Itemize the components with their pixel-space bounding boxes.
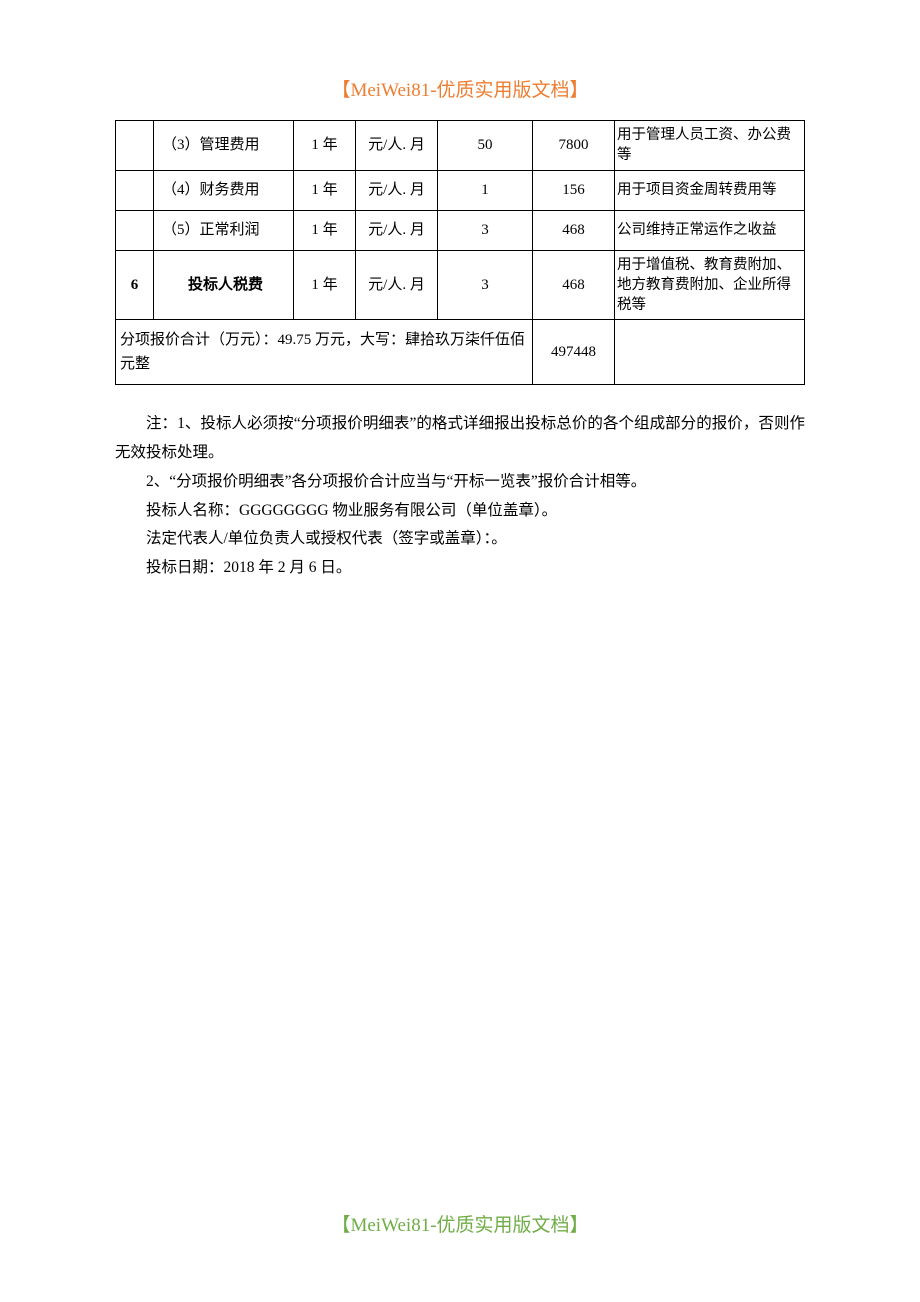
cell-index (116, 210, 154, 250)
cell-unit: 元/人. 月 (356, 210, 438, 250)
cell-total-label: 分项报价合计（万元）：49.75 万元，大写：肆拾玖万柒仟伍佰元整 (116, 320, 533, 385)
cell-item: （4）财务费用 (154, 170, 294, 210)
cell-desc: 用于项目资金周转费用等 (615, 170, 805, 210)
cell-item: 投标人税费 (154, 250, 294, 320)
cell-amount: 468 (533, 210, 615, 250)
cell-period: 1 年 (294, 121, 356, 171)
cell-unit: 元/人. 月 (356, 121, 438, 171)
note-line: 投标日期：2018 年 2 月 6 日。 (115, 554, 805, 583)
note-line: 注：1、投标人必须按“分项报价明细表”的格式详细报出投标总价的各个组成部分的报价… (115, 410, 805, 467)
cell-index (116, 170, 154, 210)
cell-index: 6 (116, 250, 154, 320)
table-row: （5）正常利润 1 年 元/人. 月 3 468 公司维持正常运作之收益 (116, 210, 805, 250)
cell-period: 1 年 (294, 210, 356, 250)
note-line: 法定代表人/单位负责人或授权代表（签字或盖章）：。 (115, 525, 805, 554)
document-page: 【MeiWei81-优质实用版文档】 （3）管理费用 1 年 元/人. 月 50… (0, 0, 920, 643)
cell-index (116, 121, 154, 171)
table-total-row: 分项报价合计（万元）：49.75 万元，大写：肆拾玖万柒仟伍佰元整 497448 (116, 320, 805, 385)
cell-unit: 元/人. 月 (356, 170, 438, 210)
table-row: （3）管理费用 1 年 元/人. 月 50 7800 用于管理人员工资、办公费等 (116, 121, 805, 171)
cell-qty: 3 (438, 250, 533, 320)
cell-item: （3）管理费用 (154, 121, 294, 171)
cell-total-desc (615, 320, 805, 385)
note-line: 2、“分项报价明细表”各分项报价合计应当与“开标一览表”报价合计相等。 (115, 468, 805, 497)
table-row: 6 投标人税费 1 年 元/人. 月 3 468 用于增值税、教育费附加、地方教… (116, 250, 805, 320)
cell-qty: 3 (438, 210, 533, 250)
cell-desc: 用于管理人员工资、办公费等 (615, 121, 805, 171)
cell-amount: 7800 (533, 121, 615, 171)
cell-qty: 50 (438, 121, 533, 171)
cell-amount: 468 (533, 250, 615, 320)
cell-period: 1 年 (294, 250, 356, 320)
cell-qty: 1 (438, 170, 533, 210)
cell-desc: 用于增值税、教育费附加、地方教育费附加、企业所得税等 (615, 250, 805, 320)
cell-unit: 元/人. 月 (356, 250, 438, 320)
cell-amount: 156 (533, 170, 615, 210)
footer-title: 【MeiWei81-优质实用版文档】 (0, 1210, 920, 1237)
cell-desc: 公司维持正常运作之收益 (615, 210, 805, 250)
cell-item: （5）正常利润 (154, 210, 294, 250)
table-row: （4）财务费用 1 年 元/人. 月 1 156 用于项目资金周转费用等 (116, 170, 805, 210)
notes-section: 注：1、投标人必须按“分项报价明细表”的格式详细报出投标总价的各个组成部分的报价… (115, 410, 805, 582)
header-title: 【MeiWei81-优质实用版文档】 (115, 75, 805, 102)
cell-period: 1 年 (294, 170, 356, 210)
note-line: 投标人名称：GGGGGGGG 物业服务有限公司（单位盖章）。 (115, 497, 805, 526)
cell-total-amount: 497448 (533, 320, 615, 385)
price-table: （3）管理费用 1 年 元/人. 月 50 7800 用于管理人员工资、办公费等… (115, 120, 805, 385)
